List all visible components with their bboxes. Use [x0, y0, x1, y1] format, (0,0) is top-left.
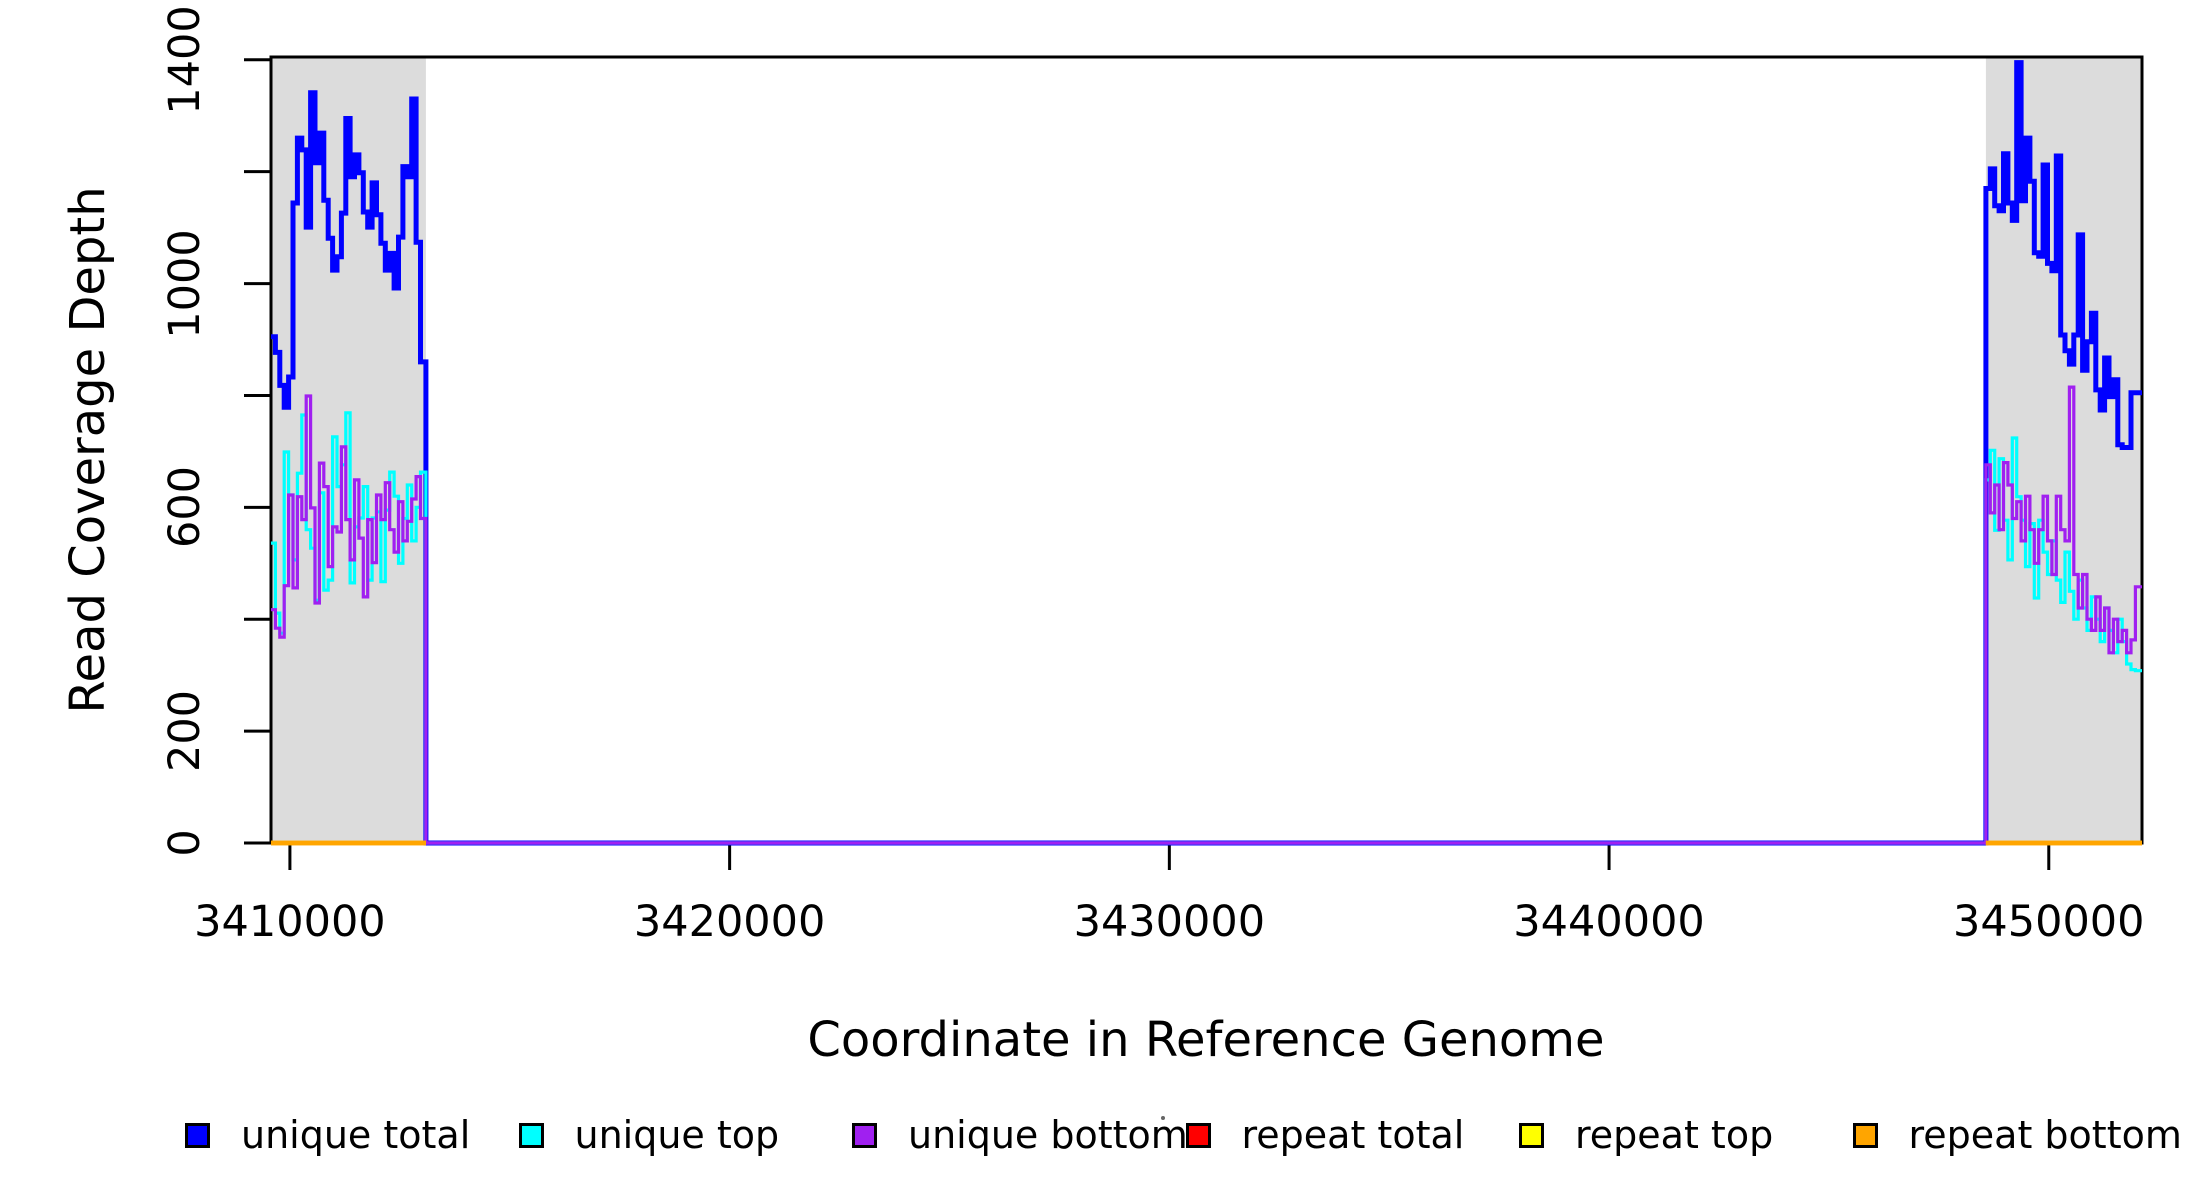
x-tick-label-3450000: 3450000: [1953, 897, 2145, 947]
legend-swatch-repeat-top: [1519, 1122, 1544, 1148]
legend-item-repeat-top: repeat top: [1519, 1110, 1773, 1160]
legend-label: repeat top: [1575, 1113, 1774, 1157]
y-tick-label-1400: 1400: [160, 5, 210, 115]
legend-label: unique bottom: [908, 1113, 1188, 1157]
y-axis-title: Read Coverage Depth: [60, 186, 116, 714]
legend-item-unique-bottom: unique bottom: [852, 1110, 1188, 1160]
series-unique-bottom-line: [271, 385, 2142, 845]
y-tick-label-1000: 1000: [160, 228, 210, 339]
series-unique-top-line: [271, 411, 2142, 845]
legend-item-repeat-bottom: repeat bottom: [1852, 1110, 2182, 1160]
x-tick-label-3410000: 3410000: [194, 897, 386, 947]
series-unique-total-line: [271, 60, 2142, 846]
legend-label: repeat total: [1241, 1113, 1465, 1157]
stray-dot: [1161, 1116, 1165, 1120]
legend-swatch-unique-bottom: [852, 1122, 877, 1148]
y-tick-label-0: 0: [160, 829, 210, 857]
legend-item-repeat-total: repeat total: [1185, 1110, 1465, 1160]
legend-label: unique total: [241, 1113, 471, 1157]
legend-label: unique top: [574, 1113, 780, 1157]
x-axis-title: Coordinate in Reference Genome: [807, 1012, 1605, 1068]
x-tick-label-3420000: 3420000: [633, 897, 826, 947]
legend-swatch-repeat-bottom: [1852, 1122, 1878, 1148]
legend-swatch-unique-total: [185, 1122, 210, 1148]
legend-item-unique-total: unique total: [185, 1110, 470, 1160]
plot-frame: [269, 55, 2144, 845]
x-tick-label-3440000: 3440000: [1513, 897, 1705, 947]
legend-label: repeat bottom: [1908, 1113, 2182, 1157]
legend-item-unique-top: unique top: [518, 1110, 780, 1160]
x-tick-label-3430000: 3430000: [1073, 897, 1266, 947]
legend-swatch-unique-top: [518, 1122, 544, 1148]
legend-swatch-repeat-total: [1185, 1122, 1211, 1148]
y-tick-label-600: 600: [160, 466, 210, 549]
y-tick-label-200: 200: [160, 690, 210, 773]
